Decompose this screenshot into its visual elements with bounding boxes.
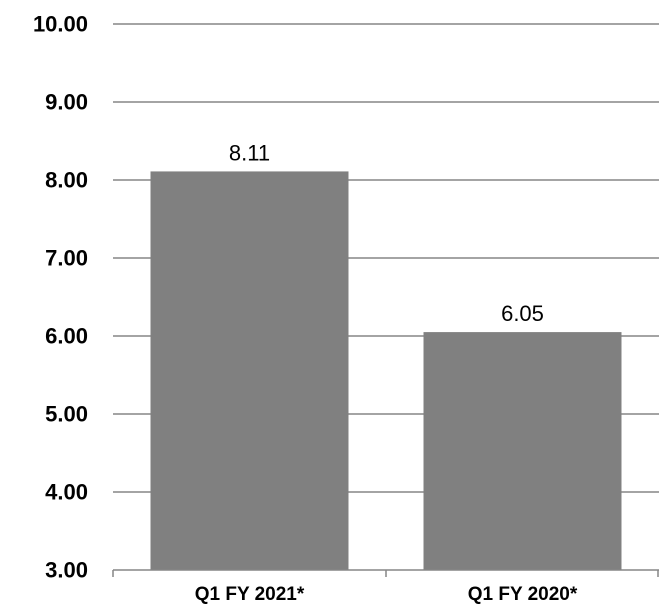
labels: 3.00 4.00 5.00 6.00 7.00 8.00 9.00 10.00 8.11 Q1 … (33, 12, 578, 606)
y-tick-label: 8.00 (45, 168, 88, 193)
bars (150, 171, 622, 571)
y-tick-label: 7.00 (45, 246, 88, 271)
y-tick-label: 6.00 (45, 324, 88, 349)
bar (150, 171, 349, 571)
axes (112, 569, 659, 577)
data-label: 8.11 (229, 140, 270, 165)
y-tick-label: 4.00 (45, 480, 88, 505)
y-tick-label: 5.00 (45, 402, 88, 427)
y-tick-label: 9.00 (45, 90, 88, 115)
data-label: 6.05 (501, 301, 544, 326)
bar (423, 332, 622, 570)
x-category-label: Q1 FY 2021* (195, 584, 305, 605)
y-tick-label: 10.00 (33, 12, 88, 37)
y-tick-label: 3.00 (45, 558, 88, 583)
x-category-label: Q1 FY 2020* (468, 584, 578, 605)
